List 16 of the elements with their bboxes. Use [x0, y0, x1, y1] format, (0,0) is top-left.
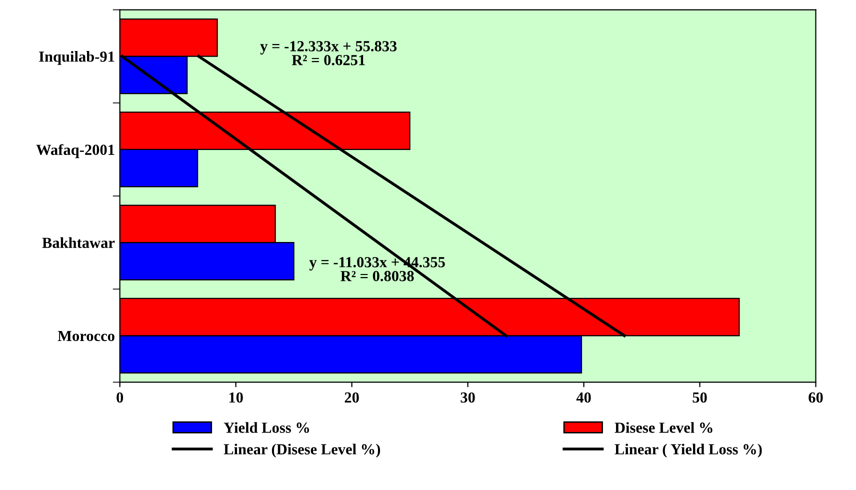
- y-tick-label: Inquilab-91: [39, 51, 114, 65]
- y-tick-label: Wafaq-2001: [36, 144, 114, 158]
- x-tick-label: 10: [229, 392, 243, 403]
- legend-label: Yield Loss %: [224, 422, 310, 433]
- x-tick-label: 50: [692, 392, 707, 403]
- x-tick-label: 0: [116, 392, 124, 403]
- legend-label: Linear (Disese Level %): [224, 444, 380, 458]
- x-tick-label: 20: [344, 392, 359, 403]
- x-tick-label: 30: [460, 392, 475, 403]
- legend-label: Linear ( Yield Loss %): [614, 444, 762, 458]
- y-tick-label: Bakhtawar: [42, 237, 115, 248]
- x-tick-label: 60: [808, 392, 823, 403]
- legend-label: Disese Level %: [614, 422, 712, 433]
- y-tick-label: Morocco: [58, 330, 114, 342]
- annotation: y = -12.333x + 55.833 R² = 0.6251: [260, 41, 397, 66]
- x-tick-label: 40: [576, 392, 591, 403]
